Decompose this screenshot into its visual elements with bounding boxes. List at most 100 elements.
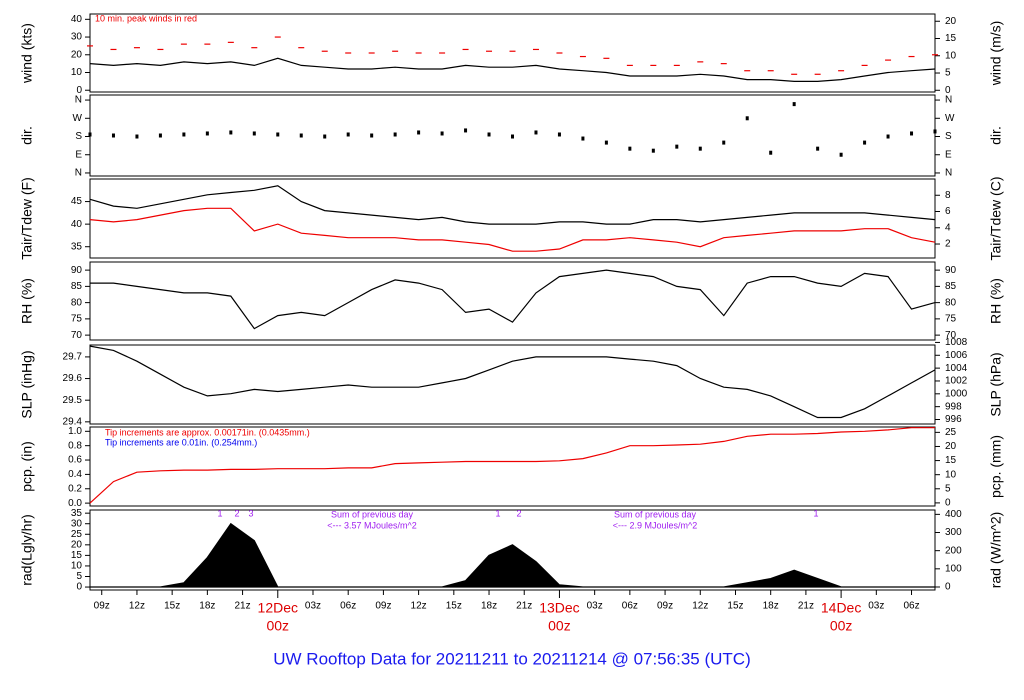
y2-axis-title: SLP (hPa) <box>988 352 1004 416</box>
y-axis-title: RH (%) <box>19 278 35 324</box>
y2-tick-label: 85 <box>945 281 957 292</box>
y-tick-label: 35 <box>71 508 83 519</box>
y-tick-label: 80 <box>71 297 83 308</box>
y2-tick-label: 10 <box>945 50 957 61</box>
y-tick-label: 10 <box>71 67 83 78</box>
x-tick-label: 21z <box>235 601 251 612</box>
y2-tick-label: 1000 <box>945 388 968 399</box>
x-tick-label: 18z <box>763 601 779 612</box>
dir-dot <box>910 131 914 136</box>
x-tick-label: 06z <box>340 601 356 612</box>
x-tick-label: 12z <box>692 601 708 612</box>
dir-dot <box>581 136 585 141</box>
annotation: 3 <box>248 508 253 518</box>
y-tick-label: 45 <box>71 196 83 207</box>
dir-dot <box>370 133 374 138</box>
y-tick-label: 70 <box>71 330 83 341</box>
x-tick-label: 06z <box>903 601 919 612</box>
y2-tick-label: 400 <box>945 509 962 520</box>
y2-tick-label: 5 <box>945 68 951 79</box>
dir-dot <box>182 132 186 137</box>
dir-dot <box>229 130 233 135</box>
x-tick-label: 03z <box>305 601 321 612</box>
y2-tick-label: 1002 <box>945 376 968 387</box>
y-axis-title: rad(Lgly/hr) <box>19 514 35 586</box>
panel-frame <box>89 426 936 507</box>
panel-frame <box>89 344 936 425</box>
y-tick-label: 40 <box>71 219 83 230</box>
y2-tick-label: 75 <box>945 314 957 325</box>
dir-dot <box>698 146 702 151</box>
y-tick-label: 25 <box>71 529 83 540</box>
y-tick-label: 0.0 <box>68 498 82 509</box>
panel-frame <box>89 509 936 591</box>
y2-tick-label: 80 <box>945 297 957 308</box>
y2-tick-label: E <box>945 149 952 160</box>
dir-dot <box>252 131 256 136</box>
y-tick-label: 0.2 <box>68 483 82 494</box>
date-label: 14Dec <box>821 600 861 616</box>
y2-tick-label: 0 <box>945 85 951 96</box>
y2-tick-label: 20 <box>945 441 957 452</box>
annotation: 10 min. peak winds in red <box>95 13 197 23</box>
y2-tick-label: 6 <box>945 206 951 217</box>
dir-dot <box>792 102 796 107</box>
y-tick-label: 30 <box>71 518 83 529</box>
x-tick-label: 06z <box>622 601 638 612</box>
y2-tick-label: 998 <box>945 401 962 412</box>
y2-axis-title: RH (%) <box>988 278 1004 324</box>
y2-tick-label: 996 <box>945 414 962 425</box>
footer-title: UW Rooftop Data for 20211211 to 20211214… <box>273 649 750 668</box>
dir-dot <box>604 140 608 145</box>
y2-tick-label: 0 <box>945 582 951 593</box>
y-tick-label: N <box>75 95 82 106</box>
dir-dot <box>863 140 867 145</box>
date-hour-label: 00z <box>266 618 289 634</box>
y2-axis-title: Tair/Tdew (C) <box>988 176 1004 260</box>
series-line <box>89 427 935 504</box>
y-tick-label: 1.0 <box>68 426 82 437</box>
y2-tick-label: 1004 <box>945 363 968 374</box>
dir-dot <box>323 134 327 139</box>
annotation: Sum of previous day <box>614 509 697 519</box>
y-tick-label: 29.4 <box>63 416 83 427</box>
y2-tick-label: 100 <box>945 563 962 574</box>
y-axis-title: pcp. (in) <box>19 441 35 492</box>
x-tick-label: 09z <box>94 601 110 612</box>
dir-dot <box>675 144 679 149</box>
y2-tick-label: 15 <box>945 33 957 44</box>
panel-frame <box>89 13 936 93</box>
dir-dot <box>346 132 350 137</box>
panel-frame <box>89 261 936 341</box>
dir-dot <box>651 148 655 153</box>
y-tick-label: 0.6 <box>68 455 82 466</box>
y-axis-title: wind (kts) <box>19 23 35 84</box>
y-tick-label: S <box>75 131 82 142</box>
y2-tick-label: 10 <box>945 469 957 480</box>
y2-tick-label: 200 <box>945 545 962 556</box>
panel-frame <box>89 178 936 259</box>
y2-tick-label: 2 <box>945 239 951 250</box>
y2-tick-label: 300 <box>945 527 962 538</box>
y-tick-label: 90 <box>71 265 83 276</box>
dir-dot <box>88 132 92 137</box>
y2-tick-label: 8 <box>945 190 951 201</box>
y-tick-label: 0.4 <box>68 469 82 480</box>
x-tick-label: 09z <box>375 601 391 612</box>
y2-tick-label: N <box>945 95 952 106</box>
y2-tick-label: 5 <box>945 483 951 494</box>
x-tick-label: 12z <box>129 601 145 612</box>
y2-axis-title: dir. <box>988 126 1004 145</box>
dir-dot <box>534 130 538 135</box>
y2-axis-title: wind (m/s) <box>988 21 1004 87</box>
dir-dot <box>557 132 561 137</box>
x-tick-label: 15z <box>164 601 180 612</box>
y2-tick-label: 20 <box>945 16 957 27</box>
dir-dot <box>816 146 820 151</box>
y-tick-label: 29.5 <box>63 395 83 406</box>
y-tick-label: 35 <box>71 241 83 252</box>
annotation: 1 <box>495 508 500 518</box>
y-tick-label: 5 <box>76 571 82 582</box>
radiation-area <box>89 522 936 588</box>
series-line <box>89 57 936 82</box>
